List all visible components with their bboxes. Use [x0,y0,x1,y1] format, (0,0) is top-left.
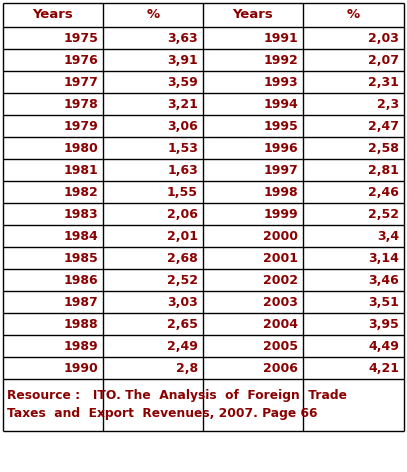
Text: 2,07: 2,07 [368,53,399,67]
Text: 1983: 1983 [63,208,98,220]
Text: 1991: 1991 [263,32,298,44]
Text: 3,06: 3,06 [167,119,198,133]
Text: 2005: 2005 [263,339,298,353]
Text: 1979: 1979 [63,119,98,133]
Text: 2,68: 2,68 [167,252,198,264]
Text: 2,3: 2,3 [377,98,399,110]
Text: 2,81: 2,81 [368,163,399,177]
Text: 4,49: 4,49 [368,339,399,353]
Text: 1997: 1997 [263,163,298,177]
Text: 2,46: 2,46 [368,185,399,199]
Text: 1993: 1993 [263,76,298,89]
Text: Resource :   ITO. The  Analysis  of  Foreign  Trade: Resource : ITO. The Analysis of Foreign … [7,388,347,402]
Text: 1981: 1981 [63,163,98,177]
Text: 3,21: 3,21 [167,98,198,110]
Text: 3,63: 3,63 [167,32,198,44]
Text: 3,59: 3,59 [167,76,198,89]
Text: Years: Years [233,8,274,22]
Text: 2,47: 2,47 [368,119,399,133]
Text: 1992: 1992 [263,53,298,67]
Text: 1990: 1990 [63,362,98,374]
Text: 1999: 1999 [263,208,298,220]
Text: 1975: 1975 [63,32,98,44]
Text: 1998: 1998 [263,185,298,199]
Text: 2000: 2000 [263,229,298,243]
Text: 1985: 1985 [63,252,98,264]
Text: 3,46: 3,46 [368,273,399,287]
Text: 2002: 2002 [263,273,298,287]
Text: 2,58: 2,58 [368,142,399,154]
Text: 1976: 1976 [63,53,98,67]
Text: 2,65: 2,65 [167,318,198,330]
Text: 1996: 1996 [263,142,298,154]
Text: 1978: 1978 [63,98,98,110]
Text: 2,03: 2,03 [368,32,399,44]
Text: 2,01: 2,01 [167,229,198,243]
Text: 3,4: 3,4 [377,229,399,243]
Text: 1,63: 1,63 [167,163,198,177]
Text: Taxes  and  Export  Revenues, 2007. Page 66: Taxes and Export Revenues, 2007. Page 66 [7,407,317,421]
Text: 2,52: 2,52 [167,273,198,287]
Text: 1,53: 1,53 [167,142,198,154]
Text: 2,49: 2,49 [167,339,198,353]
Text: 3,03: 3,03 [167,295,198,309]
Text: 1,55: 1,55 [167,185,198,199]
Text: 3,91: 3,91 [167,53,198,67]
Text: 1986: 1986 [63,273,98,287]
Text: 3,51: 3,51 [368,295,399,309]
Text: 2001: 2001 [263,252,298,264]
Text: 1977: 1977 [63,76,98,89]
Text: 1994: 1994 [263,98,298,110]
Text: %: % [147,8,160,22]
Text: 2006: 2006 [263,362,298,374]
Text: Years: Years [33,8,73,22]
Text: 1982: 1982 [63,185,98,199]
Text: %: % [347,8,360,22]
Text: 1980: 1980 [63,142,98,154]
Text: 4,21: 4,21 [368,362,399,374]
Text: 1984: 1984 [63,229,98,243]
Text: 1989: 1989 [63,339,98,353]
Text: 2,52: 2,52 [368,208,399,220]
Text: 1995: 1995 [263,119,298,133]
Text: 3,14: 3,14 [368,252,399,264]
Text: 2,06: 2,06 [167,208,198,220]
Text: 1988: 1988 [63,318,98,330]
Text: 3,95: 3,95 [368,318,399,330]
Text: 2,31: 2,31 [368,76,399,89]
Text: 2004: 2004 [263,318,298,330]
Text: 1987: 1987 [63,295,98,309]
Text: 2003: 2003 [263,295,298,309]
Text: 2,8: 2,8 [176,362,198,374]
